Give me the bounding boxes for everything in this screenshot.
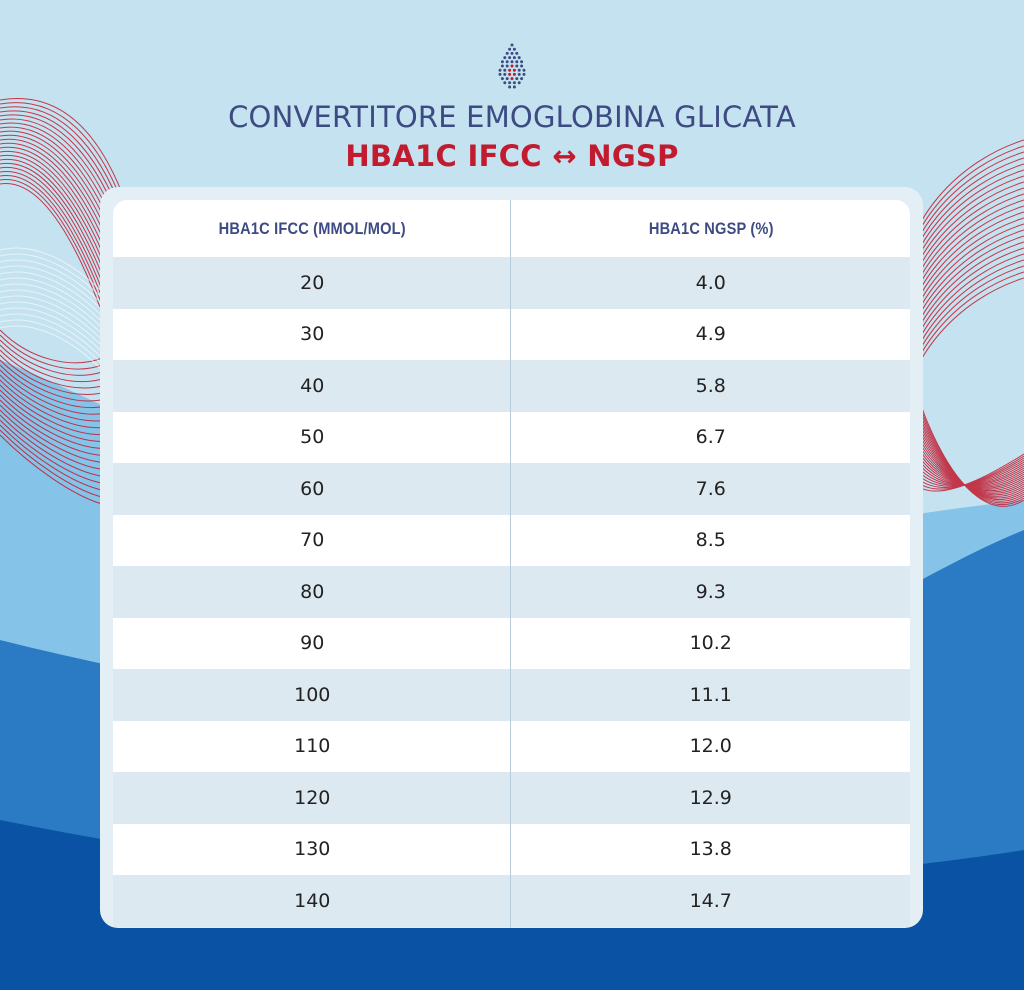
table-row: 20 4.0 bbox=[113, 257, 910, 309]
ngsp-value: 8.5 bbox=[695, 529, 726, 552]
ifcc-value: 40 bbox=[300, 374, 325, 397]
ngsp-value: 4.9 bbox=[695, 323, 726, 346]
ifcc-value: 30 bbox=[300, 323, 325, 346]
column-divider bbox=[510, 200, 511, 928]
table-row: 90 10.2 bbox=[113, 617, 910, 669]
ifcc-value: 50 bbox=[300, 426, 325, 449]
ifcc-value: 120 bbox=[294, 786, 331, 809]
ngsp-value: 4.0 bbox=[695, 271, 726, 294]
conversion-table: HBA1C IFCC (MMOL/MOL) HBA1C NGSP (%) 20 … bbox=[100, 187, 923, 928]
table-row: 50 6.7 bbox=[113, 411, 910, 463]
ifcc-value: 140 bbox=[294, 889, 331, 912]
ngsp-value: 13.8 bbox=[689, 838, 732, 861]
table-row: 120 12.9 bbox=[113, 772, 910, 824]
ngsp-value: 5.8 bbox=[695, 374, 726, 397]
ifcc-value: 90 bbox=[300, 632, 325, 655]
ngsp-value: 12.9 bbox=[689, 786, 732, 809]
ifcc-value: 20 bbox=[300, 271, 325, 294]
ngsp-value: 11.1 bbox=[689, 683, 732, 706]
header-ifcc: HBA1C IFCC (MMOL/MOL) bbox=[218, 218, 406, 238]
ngsp-value: 12.0 bbox=[689, 735, 732, 758]
ngsp-value: 6.7 bbox=[695, 426, 726, 449]
table-row: 40 5.8 bbox=[113, 360, 910, 412]
page-subtitle: HBA1C IFCC ↔ NGSP bbox=[345, 139, 679, 173]
ifcc-value: 110 bbox=[294, 735, 331, 758]
ifcc-value: 60 bbox=[300, 477, 325, 500]
table-row: 70 8.5 bbox=[113, 514, 910, 566]
table-row: 60 7.6 bbox=[113, 463, 910, 515]
droplet-dots-icon bbox=[498, 43, 526, 89]
white-lines-left bbox=[0, 247, 101, 369]
ifcc-value: 70 bbox=[300, 529, 325, 552]
ngsp-value: 14.7 bbox=[689, 889, 732, 912]
table-row: 100 11.1 bbox=[113, 669, 910, 721]
ngsp-value: 7.6 bbox=[695, 477, 726, 500]
ifcc-value: 100 bbox=[294, 683, 331, 706]
table-row: 30 4.9 bbox=[113, 308, 910, 360]
table-body: HBA1C IFCC (MMOL/MOL) HBA1C NGSP (%) 20 … bbox=[113, 200, 910, 927]
ifcc-value: 130 bbox=[294, 838, 331, 861]
ifcc-value: 80 bbox=[300, 580, 325, 603]
table-row: 130 13.8 bbox=[113, 823, 910, 875]
table-header-row: HBA1C IFCC (MMOL/MOL) HBA1C NGSP (%) bbox=[113, 200, 910, 257]
page-title: CONVERTITORE EMOGLOBINA GLICATA bbox=[228, 100, 796, 134]
ngsp-value: 10.2 bbox=[689, 632, 732, 655]
table-row: 110 12.0 bbox=[113, 720, 910, 772]
header-ngsp: HBA1C NGSP (%) bbox=[648, 218, 774, 238]
ngsp-value: 9.3 bbox=[695, 580, 726, 603]
table-row: 80 9.3 bbox=[113, 566, 910, 618]
table-row: 140 14.7 bbox=[113, 875, 910, 927]
